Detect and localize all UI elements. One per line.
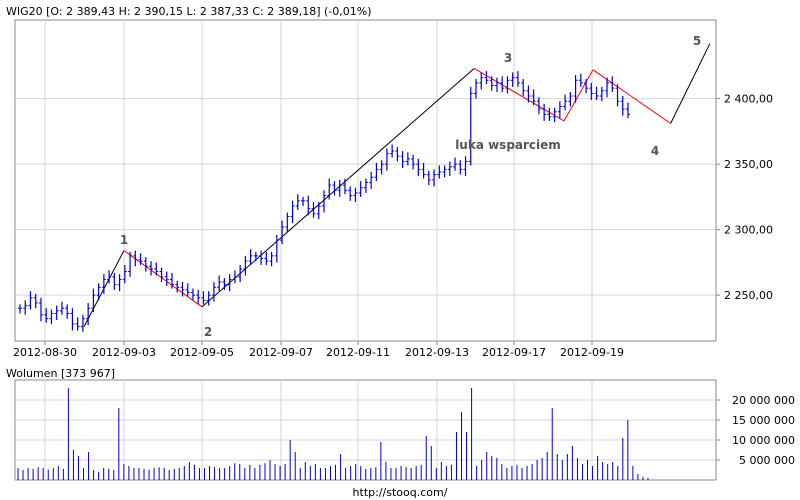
x-tick-label-5: 2012-09-13 bbox=[405, 346, 469, 359]
x-tick-label-7: 2012-09-19 bbox=[560, 346, 624, 359]
wave-label-5: 5 bbox=[693, 34, 701, 48]
trend-2-to-3 bbox=[201, 68, 475, 308]
wave-label-1: 1 bbox=[120, 233, 128, 247]
wave-line-3-4-seg-1 bbox=[563, 69, 594, 122]
x-tick-label-0: 2012-08-30 bbox=[13, 346, 77, 359]
x-tick-label-3: 2012-09-07 bbox=[249, 346, 313, 359]
gap-annotation: luka wsparciem bbox=[455, 138, 561, 152]
price-y-tick-label-0: 2 250,00 bbox=[724, 289, 773, 302]
price-y-tick-label-2: 2 350,00 bbox=[724, 158, 773, 171]
wave-label-4: 4 bbox=[651, 144, 659, 158]
x-tick-label-1: 2012-09-03 bbox=[92, 346, 156, 359]
x-tick-label-6: 2012-09-17 bbox=[482, 346, 546, 359]
trend-lines bbox=[83, 43, 711, 327]
price-bars bbox=[18, 71, 630, 332]
price-y-tick-label-1: 2 300,00 bbox=[724, 224, 773, 237]
volume-y-tick-label-2: 15 000 000 bbox=[732, 414, 795, 427]
x-tick-label-2: 2012-09-05 bbox=[170, 346, 234, 359]
wave-line-3-4-seg-2 bbox=[592, 69, 671, 124]
volume-y-tick-label-0: 5 000 000 bbox=[739, 454, 795, 467]
volume-y-tick-label-3: 20 000 000 bbox=[732, 394, 795, 407]
volume-panel-frame bbox=[14, 379, 717, 481]
footer-url: http://stooq.com/ bbox=[353, 486, 448, 499]
volume-chart-label: Wolumen [373 967] bbox=[6, 367, 115, 380]
x-tick-label-4: 2012-09-11 bbox=[326, 346, 390, 359]
wave-label-3: 3 bbox=[504, 51, 512, 65]
volume-bars bbox=[17, 388, 649, 480]
price-chart-label: WIG20 [O: 2 389,43 H: 2 390,15 L: 2 387,… bbox=[6, 5, 372, 18]
axis-labels: 2012-08-30 2012-09-03 2012-09-05 2012-09-07… bbox=[13, 93, 795, 467]
trend-4-to-5 bbox=[670, 43, 711, 124]
wave-label-2: 2 bbox=[204, 325, 212, 339]
price-y-tick-label-3: 2 400,00 bbox=[724, 93, 773, 106]
volume-y-tick-label-1: 10 000 000 bbox=[732, 434, 795, 447]
